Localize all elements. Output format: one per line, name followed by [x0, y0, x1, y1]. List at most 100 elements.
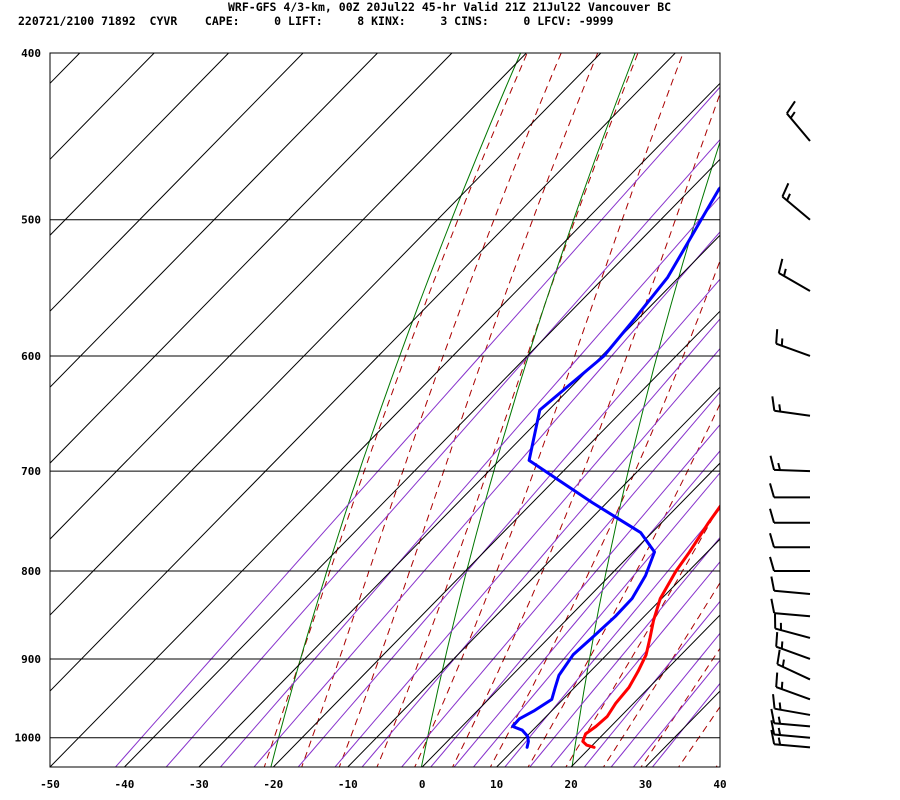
dry-adiabat-line [420, 53, 636, 767]
pressure-tick-label: 1000 [15, 732, 42, 745]
mixing-ratio-line [472, 472, 720, 767]
pressure-tick-label: 600 [21, 350, 41, 363]
mixing-ratio-line [297, 278, 720, 767]
pressure-tick-label: 700 [21, 465, 41, 478]
moist-adiabat-line [414, 53, 684, 767]
moist-adiabat-line [602, 581, 720, 767]
wind-barb [770, 720, 811, 739]
isotherm-line [570, 614, 720, 767]
mixing-ratio-line [430, 423, 720, 767]
station-indices-line: 220721/2100 71892 CYVR CAPE: 0 LIFT: 8 K… [18, 14, 614, 28]
wind-barb [786, 100, 811, 142]
dry-adiabat-line [270, 53, 522, 767]
moist-adiabat-line [263, 53, 528, 767]
isotherm-line [272, 310, 720, 767]
mixing-ratio-line [334, 318, 720, 767]
moist-adiabat-line [301, 53, 562, 767]
wind-barb [777, 258, 811, 292]
temperature-tick-label: -40 [115, 778, 135, 791]
isotherm-line [50, 82, 720, 767]
mixing-ratio-line [529, 536, 720, 767]
isotherm-line [198, 234, 720, 767]
temperature-tick-label: -20 [263, 778, 283, 791]
wind-barb [770, 598, 811, 618]
isotherm-line [50, 53, 378, 388]
isotherm-line [124, 158, 720, 767]
moist-adiabat-line [715, 760, 720, 767]
moist-adiabat-line [640, 647, 720, 767]
dry-adiabats [270, 15, 900, 782]
mixing-ratio-line [651, 682, 720, 767]
temperature-profile [581, 504, 720, 749]
wind-barb [769, 508, 810, 524]
dry-adiabat-line [721, 15, 876, 782]
temperature-tick-label: 20 [564, 778, 577, 791]
isotherm-line [719, 766, 720, 767]
mixing-ratio-line [219, 195, 720, 767]
moist-adiabat-line [338, 53, 599, 767]
isotherm-line [645, 690, 720, 767]
temperature-tick-label: -50 [40, 778, 60, 791]
temperature-axis-labels: -50 -40 -30 -20 -10 0 10 20 30 40 [40, 778, 727, 791]
wind-barb [775, 329, 811, 357]
chart-header: WRF-GFS 4/3-km, 00Z 20Jul22 45-hr Valid … [0, 0, 900, 32]
mixing-ratio-line [165, 138, 720, 767]
moist-adiabat-line [376, 53, 639, 767]
isotherm-line [50, 53, 304, 312]
isotherm-line [50, 53, 527, 540]
mixing-ratio-line [114, 86, 720, 767]
mixing-ratio-line [550, 561, 720, 767]
temperature-tick-label: 30 [639, 778, 652, 791]
isotherm-line [50, 53, 229, 236]
chart-title: WRF-GFS 4/3-km, 00Z 20Jul22 45-hr Valid … [228, 0, 672, 14]
profile-lines [511, 185, 720, 749]
dry-adiabat-line [873, 15, 900, 782]
wind-barb [775, 632, 811, 660]
wind-barb [769, 455, 811, 473]
mixing-ratio-line [504, 507, 720, 767]
mixing-ratio-line [632, 659, 720, 767]
wind-barb [771, 396, 811, 417]
dewpoint-profile [511, 185, 720, 749]
plot-frame [49, 52, 721, 768]
wind-barb [772, 694, 811, 716]
wind-barb [776, 649, 811, 681]
wind-barb [775, 672, 811, 701]
wind-barb [773, 614, 811, 639]
wind-barb [769, 483, 810, 499]
temperature-tick-label: -30 [189, 778, 209, 791]
moist-adiabat-line [527, 402, 720, 767]
mixing-ratio-line [401, 391, 720, 767]
mixing-ratio-line [583, 600, 720, 767]
isotherm-line [50, 53, 602, 616]
dry-adiabat-line [571, 140, 720, 767]
pressure-tick-label: 800 [21, 565, 41, 578]
isotherm-line [496, 538, 720, 767]
wind-barb [770, 729, 811, 749]
mixing-ratio-line [253, 231, 720, 767]
wind-barb [781, 182, 811, 221]
pressure-tick-label: 400 [21, 47, 41, 60]
isotherm-line [347, 386, 720, 767]
moist-adiabat-line [565, 504, 720, 767]
wind-barb [769, 532, 810, 549]
wind-barb [770, 576, 811, 595]
wind-barb [769, 556, 810, 572]
wind-barb [770, 708, 811, 728]
temperature-tick-label: 40 [713, 778, 726, 791]
pressure-tick-label: 500 [21, 214, 41, 227]
isotherm-line [50, 53, 453, 464]
pressure-tick-label: 900 [21, 653, 41, 666]
mixing-ratio-line [361, 347, 720, 767]
isotherm-line [421, 462, 720, 767]
mixing-ratio-line [610, 632, 720, 767]
wind-barbs [769, 100, 811, 749]
mixing-ratio-lines [114, 86, 720, 767]
pressure-axis-labels: 400 500 600 700 800 900 1000 [15, 47, 42, 745]
mixing-ratio-line [453, 450, 720, 767]
isotherm-line [50, 53, 676, 692]
isotherms [50, 53, 720, 767]
temperature-tick-label: 0 [419, 778, 426, 791]
temperature-tick-label: -10 [338, 778, 358, 791]
